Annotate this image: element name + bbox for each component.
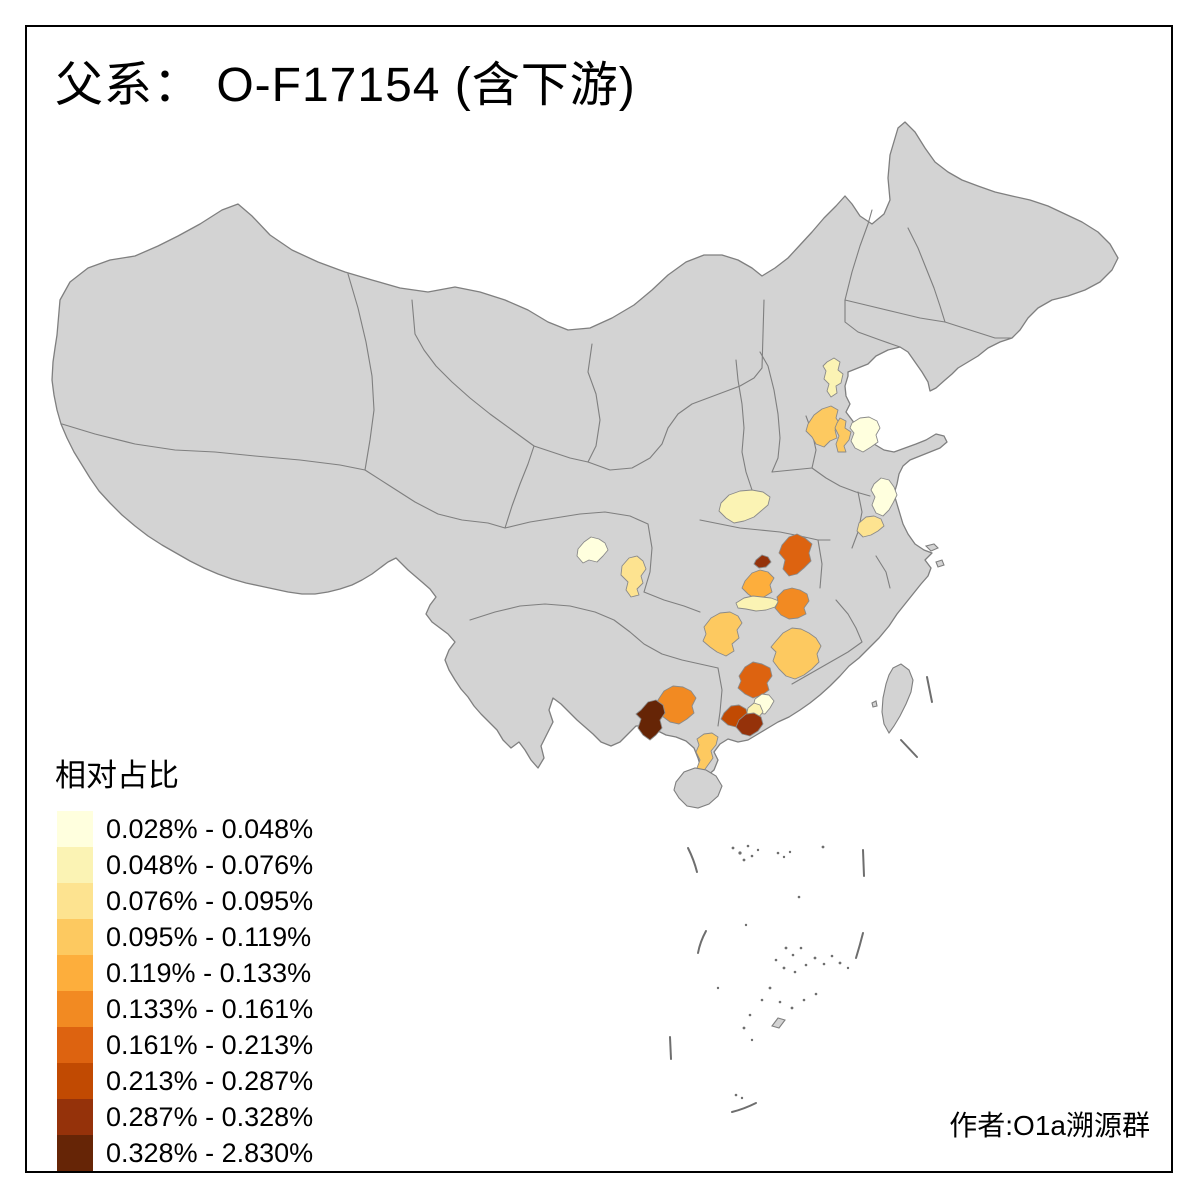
map-region: [737, 661, 773, 699]
islands: [673, 543, 945, 1029]
legend-swatch: [57, 991, 93, 1027]
legend-row: 0.161% - 0.213%: [57, 1027, 313, 1063]
legend-row: 0.095% - 0.119%: [57, 919, 313, 955]
legend-row: 0.328% - 2.830%: [57, 1135, 313, 1171]
legend-label: 0.028% - 0.048%: [106, 813, 314, 844]
legend-label: 0.095% - 0.119%: [106, 921, 312, 952]
south-sea-island: [771, 1017, 786, 1029]
map-region: [849, 416, 881, 453]
page-title: 父系： O-F17154 (含下游): [55, 59, 636, 112]
penghu-island: [871, 700, 878, 708]
legend-row: 0.048% - 0.076%: [57, 847, 313, 883]
legend-swatch: [57, 955, 93, 991]
map-region: [702, 611, 743, 657]
legend-swatch: [57, 1063, 93, 1099]
legend-swatch: [57, 1135, 93, 1171]
mainland: [51, 121, 1119, 1113]
legend-label: 0.287% - 0.328%: [106, 1101, 314, 1132]
legend-label: 0.161% - 0.213%: [106, 1029, 314, 1060]
legend-swatch: [57, 811, 93, 847]
legend-row: 0.133% - 0.161%: [57, 991, 313, 1027]
map-region: [870, 477, 898, 517]
map-region: [576, 536, 609, 564]
legend-swatch: [57, 883, 93, 919]
map-region: [805, 405, 841, 448]
map-region: [655, 685, 697, 725]
choropleth-regions: [576, 357, 898, 773]
legend-rows: 0.028% - 0.048% 0.048% - 0.076% 0.076% - 0…: [57, 811, 313, 1171]
map-region: [834, 417, 852, 453]
province-borders: [61, 209, 1013, 727]
legend-label: 0.213% - 0.287%: [106, 1065, 314, 1096]
map-region: [741, 569, 775, 600]
legend-label: 0.076% - 0.095%: [106, 885, 314, 916]
china-outline: [51, 121, 1119, 777]
map-region: [718, 489, 771, 524]
map-region: [856, 515, 885, 538]
sea-islets: [716, 844, 850, 1100]
legend-row: 0.028% - 0.048%: [57, 811, 313, 847]
map-region: [695, 732, 719, 773]
zhoushan-island: [935, 559, 945, 568]
legend-row: 0.213% - 0.287%: [57, 1063, 313, 1099]
legend-swatch: [57, 1099, 93, 1135]
attribution: 作者:O1a溯源群: [949, 1110, 1150, 1141]
legend-row: 0.076% - 0.095%: [57, 883, 313, 919]
map-region: [735, 712, 764, 737]
legend-label: 0.119% - 0.133%: [106, 957, 312, 988]
legend-swatch: [57, 847, 93, 883]
map-region: [770, 627, 822, 680]
chongming-island: [924, 543, 939, 552]
map-region: [822, 357, 844, 398]
map-region: [774, 587, 810, 620]
legend-row: 0.119% - 0.133%: [57, 955, 313, 991]
taiwan-island: [881, 663, 914, 735]
map-region: [753, 554, 772, 569]
nine-dash-line: [669, 676, 933, 1113]
legend-title: 相对占比: [55, 758, 179, 793]
legend: 相对占比 0.028% - 0.048% 0.048% - 0.076% 0.076…: [55, 750, 313, 1171]
legend-label: 0.133% - 0.161%: [106, 993, 314, 1024]
map-region: [635, 699, 666, 741]
map-region: [620, 555, 647, 598]
hainan-island: [673, 767, 723, 809]
legend-row: 0.287% - 0.328%: [57, 1099, 313, 1135]
legend-label: 0.328% - 2.830%: [106, 1137, 314, 1168]
legend-label: 0.048% - 0.076%: [106, 849, 314, 880]
map-region: [778, 533, 813, 577]
legend-swatch: [57, 1027, 93, 1063]
legend-swatch: [57, 919, 93, 955]
